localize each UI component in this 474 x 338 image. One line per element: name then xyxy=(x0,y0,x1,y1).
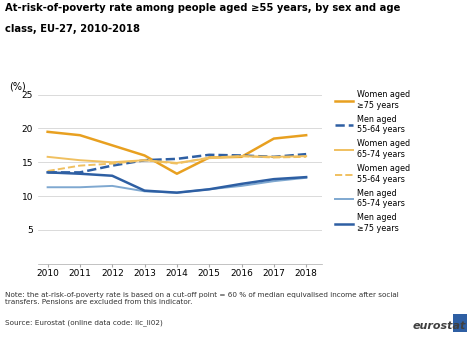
Text: class, EU-27, 2010-2018: class, EU-27, 2010-2018 xyxy=(5,24,140,34)
Text: Source: Eurostat (online data code: ilc_li02): Source: Eurostat (online data code: ilc_… xyxy=(5,319,163,326)
Text: (%): (%) xyxy=(9,81,26,91)
Text: At-risk-of-poverty rate among people aged ≥55 years, by sex and age: At-risk-of-poverty rate among people age… xyxy=(5,3,400,14)
Legend: Women aged
≥75 years, Men aged
55-64 years, Women aged
65-74 years, Women aged
5: Women aged ≥75 years, Men aged 55-64 yea… xyxy=(335,90,410,233)
Text: Note: the at-risk-of-poverty rate is based on a cut-off point = 60 % of median e: Note: the at-risk-of-poverty rate is bas… xyxy=(5,292,399,305)
Text: eurostat: eurostat xyxy=(412,321,466,331)
